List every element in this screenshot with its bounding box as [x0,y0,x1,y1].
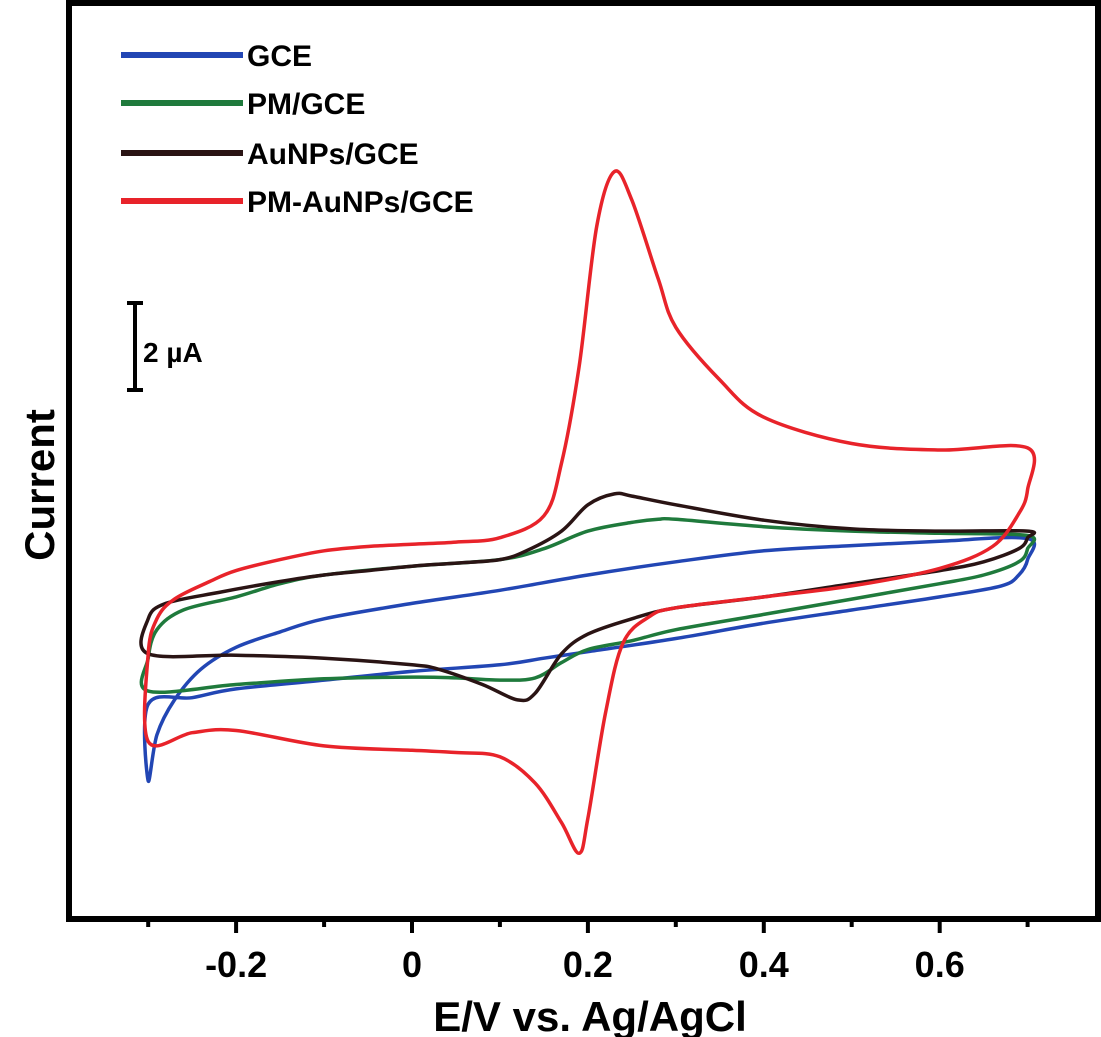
x-tick-label: 0 [402,944,422,985]
series-aunps-gce-curve [139,491,1037,703]
legend-label-aunps-gce: AuNPs/GCE [247,138,419,171]
x-tick-label: -0.2 [205,944,267,985]
series-gce-curve [142,535,1037,783]
x-tick-label: 0.2 [563,944,613,985]
y-axis-label: Current [16,409,63,561]
legend-label-pm-aunps-gce: PM-AuNPs/GCE [247,186,474,219]
series-pm-aunps-gce-curve [142,169,1037,856]
legend-label-pm-gce: PM/GCE [247,88,365,121]
curves-layer [139,169,1037,856]
scale-bar-label: 2 µA [143,337,203,368]
x-axis-ticks: -0.2 0 0.2 0.4 0.6 [146,919,1030,985]
x-axis-label: E/V vs. Ag/AgCl [433,993,747,1037]
legend-label-gce: GCE [247,40,312,73]
scale-bar: 2 µA [127,301,203,392]
plot-frame [66,0,1101,922]
x-tick-label: 0.4 [739,944,789,985]
x-tick-label: 0.6 [915,944,965,985]
legend: GCE PM/GCE AuNPs/GCE PM-AuNPs/GCE [121,40,474,219]
